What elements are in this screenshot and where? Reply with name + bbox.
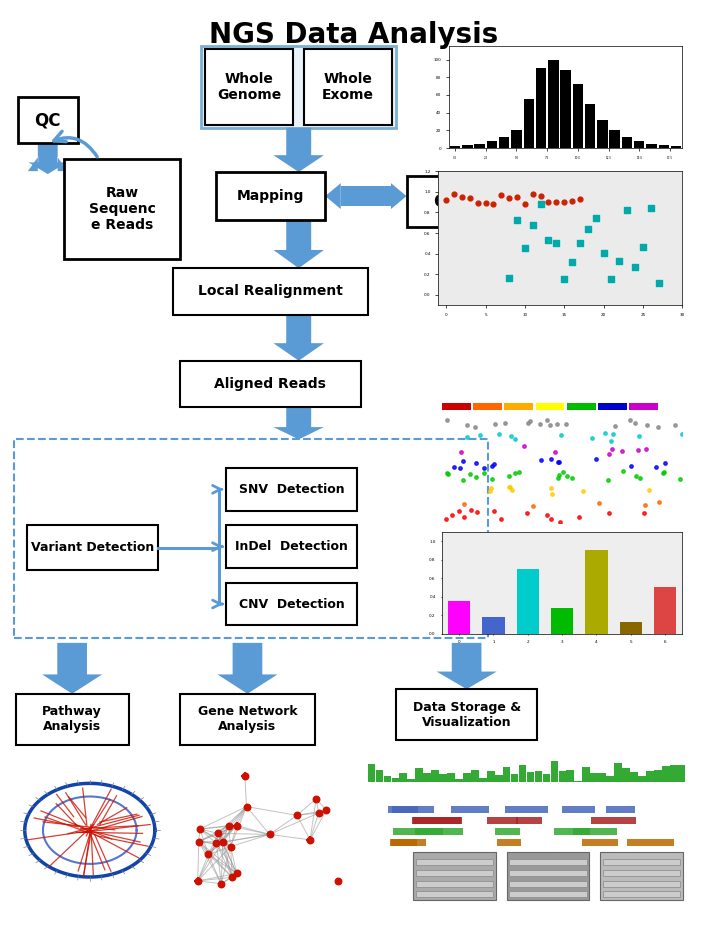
Polygon shape [28,143,67,174]
FancyBboxPatch shape [180,361,361,407]
Text: Aligned Reads: Aligned Reads [214,376,327,391]
Text: SNV  Detection: SNV Detection [239,483,344,496]
Text: Gene Network
Analysis: Gene Network Analysis [198,705,297,734]
FancyBboxPatch shape [18,97,78,143]
FancyBboxPatch shape [180,694,315,745]
FancyBboxPatch shape [205,49,293,125]
Text: Local Realignment: Local Realignment [198,284,343,299]
Polygon shape [437,643,496,689]
FancyBboxPatch shape [173,268,368,315]
FancyBboxPatch shape [226,583,357,625]
FancyBboxPatch shape [396,689,537,740]
Polygon shape [341,186,391,206]
Text: Raw
Sequenc
e Reads: Raw Sequenc e Reads [88,186,156,232]
Polygon shape [274,407,324,439]
FancyBboxPatch shape [304,49,392,125]
Polygon shape [274,128,324,172]
Text: Whole
Genome: Whole Genome [217,72,281,102]
Text: QC: QC [433,192,462,210]
FancyBboxPatch shape [407,176,488,227]
Text: QC: QC [35,111,61,130]
Text: Mapping: Mapping [237,189,304,204]
Polygon shape [274,314,324,361]
Polygon shape [218,643,277,694]
Text: CNV  Detection: CNV Detection [239,598,344,611]
Text: Pathway
Analysis: Pathway Analysis [42,705,102,734]
Polygon shape [274,220,324,268]
Polygon shape [42,643,103,694]
FancyBboxPatch shape [216,172,325,220]
FancyBboxPatch shape [201,46,396,128]
FancyBboxPatch shape [16,694,129,745]
Polygon shape [28,127,68,171]
FancyBboxPatch shape [27,525,158,570]
FancyBboxPatch shape [226,468,357,511]
FancyBboxPatch shape [64,159,180,259]
FancyBboxPatch shape [226,525,357,568]
Polygon shape [325,183,341,209]
Text: NGS Data Analysis: NGS Data Analysis [209,21,498,49]
Text: Whole
Exome: Whole Exome [322,72,374,102]
Text: Variant Detection: Variant Detection [30,541,154,554]
Polygon shape [391,183,407,209]
Text: Data Storage &
Visualization: Data Storage & Visualization [413,700,520,729]
Text: InDel  Detection: InDel Detection [235,540,348,553]
